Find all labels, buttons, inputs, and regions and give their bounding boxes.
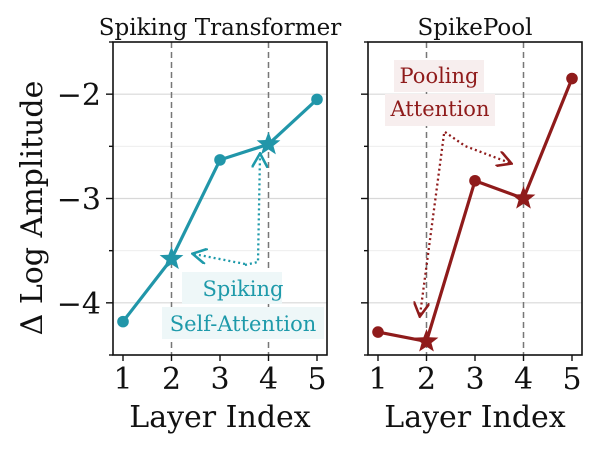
series xyxy=(117,93,323,328)
x-tick-label: 2 xyxy=(162,362,181,397)
star-point-layer-4 xyxy=(511,186,536,209)
annotation-text: Spiking xyxy=(203,277,284,301)
star-point-layer-4 xyxy=(256,131,281,155)
chart-title: Spiking Transformer xyxy=(99,15,341,41)
x-tick-label: 3 xyxy=(465,362,484,397)
data-point-layer-1 xyxy=(117,315,129,328)
chart-title: SpikePool xyxy=(418,15,533,41)
annotation-arrow xyxy=(444,131,510,163)
x-tick-label: 1 xyxy=(368,362,387,397)
annotation-box xyxy=(182,272,282,304)
x-axis-label: Layer Index xyxy=(384,400,566,435)
x-tick-label: 3 xyxy=(210,362,229,397)
axis-ticks: 1 2 3 4 5 −4 −3 −2 xyxy=(57,41,327,397)
star-point-layer-2 xyxy=(159,246,184,270)
y-axis-label: Δ Log Amplitude xyxy=(15,81,50,336)
x-tick-label: 5 xyxy=(562,362,581,397)
x-tick-label: 4 xyxy=(514,362,533,397)
y-tick-label: −2 xyxy=(57,78,101,113)
x-tick-label: 4 xyxy=(259,362,278,397)
annotation-box xyxy=(385,94,495,126)
data-point-layer-5 xyxy=(566,72,578,85)
annotation-text: Attention xyxy=(390,97,490,121)
data-point-layer-5 xyxy=(311,93,323,106)
annotation-arrow xyxy=(194,254,246,266)
data-point-layer-1 xyxy=(372,326,384,338)
star-point-layer-2 xyxy=(414,328,439,352)
annotation-box xyxy=(394,60,484,92)
annotation: Pooling Attention xyxy=(390,64,510,315)
data-point-layer-3 xyxy=(469,174,481,187)
x-tick-label: 2 xyxy=(417,362,436,397)
y-tick-label: −3 xyxy=(57,183,101,218)
annotation-background xyxy=(162,272,324,339)
x-tick-label: 1 xyxy=(113,362,132,397)
annotation-arrow xyxy=(420,133,446,315)
annotation: Spiking Self-Attention xyxy=(170,155,317,336)
annotation-box xyxy=(162,307,324,339)
annotation-text: Self-Attention xyxy=(170,312,317,336)
series xyxy=(372,72,578,352)
y-tick-label: −4 xyxy=(57,287,101,322)
annotation-text: Pooling xyxy=(400,64,479,88)
chart-spiking-transformer: 1 2 3 4 5 −4 −3 −2 Spiking Transformer Layer In… xyxy=(57,15,341,435)
data-point-layer-3 xyxy=(214,154,226,166)
annotation-background xyxy=(385,60,495,126)
x-tick-label: 5 xyxy=(307,362,326,397)
x-axis-label: Layer Index xyxy=(129,400,311,435)
